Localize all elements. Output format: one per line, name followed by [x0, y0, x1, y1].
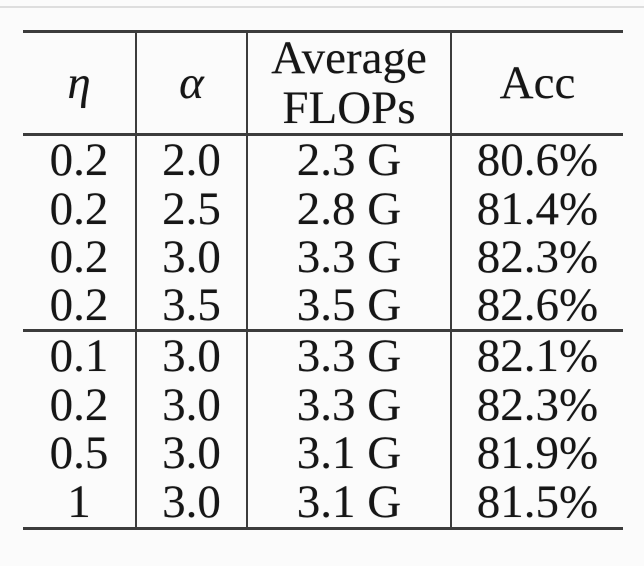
cell-acc: 82.6% — [452, 282, 623, 333]
cell-flops: 3.3 G — [248, 332, 452, 381]
cell-alpha: 3.0 — [137, 478, 248, 527]
cell-eta: 0.2 — [23, 233, 137, 283]
cell-alpha: 3.0 — [137, 332, 248, 381]
ablation-results-table: η α Average FLOPs Acc 0.2 2.0 2.3 G 80.6… — [23, 30, 623, 530]
cell-acc: 82.1% — [476, 329, 599, 382]
cell-alpha: 3.0 — [137, 233, 248, 283]
cell-flops: 3.1 G — [248, 478, 452, 527]
cell-flops: 3.3 G — [248, 380, 452, 430]
cell-alpha: 3.0 — [137, 380, 248, 430]
cell-alpha: 2.0 — [137, 136, 248, 185]
cell-acc: 81.4% — [476, 182, 599, 235]
cell-eta: 0.2 — [23, 282, 137, 333]
header-cell-alpha: α — [137, 33, 248, 136]
header-flops-line: FLOPs — [282, 82, 416, 134]
cell-eta: 1 — [23, 478, 137, 527]
cell-alpha: 3.0 — [137, 429, 248, 479]
header-cell-acc: Acc — [452, 33, 623, 136]
cell-acc: 81.5% — [476, 476, 599, 529]
cell-acc: 80.6% — [476, 133, 599, 186]
cell-eta: 0.5 — [23, 429, 137, 479]
cell-acc: 82.3% — [476, 378, 599, 431]
cell-eta: 0.2 — [23, 136, 137, 185]
header-cell-eta: η — [23, 33, 137, 136]
cell-flops: 3.5 G — [248, 282, 452, 333]
cell-acc: 82.3% — [476, 231, 599, 284]
cell-eta: 0.2 — [23, 184, 137, 234]
cell-alpha: 2.5 — [137, 184, 248, 234]
cell-acc: 81.9% — [476, 427, 599, 480]
cell-flops: 2.3 G — [248, 136, 452, 185]
cell-alpha: 3.5 — [137, 282, 248, 333]
top-edge-artifact-line — [0, 6, 644, 8]
header-cell-average-flops: Average FLOPs — [248, 33, 452, 136]
header-average-line: Average — [271, 32, 427, 84]
cell-flops: 3.1 G — [248, 429, 452, 479]
cell-eta: 0.1 — [23, 332, 137, 381]
cell-flops: 3.3 G — [248, 233, 452, 283]
cell-eta: 0.2 — [23, 380, 137, 430]
cell-flops: 2.8 G — [248, 184, 452, 234]
